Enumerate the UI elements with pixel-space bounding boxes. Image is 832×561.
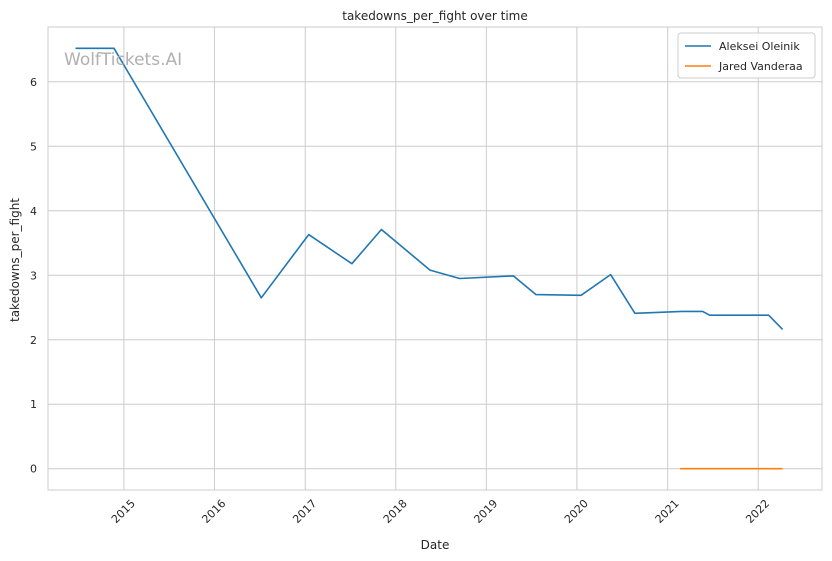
plot-frame xyxy=(47,26,823,491)
data-point xyxy=(351,263,352,264)
data-point xyxy=(261,297,262,298)
legend-label-aleksei-oleinik: Aleksei Oleinik xyxy=(719,40,800,53)
data-point xyxy=(702,311,703,312)
y-tick-label: 2 xyxy=(30,334,37,347)
y-tick-label: 4 xyxy=(30,205,37,218)
y-tick-label: 5 xyxy=(30,140,37,153)
y-tick-label: 0 xyxy=(30,463,37,476)
data-point xyxy=(782,329,783,330)
data-point xyxy=(535,294,536,295)
data-point xyxy=(610,274,611,275)
data-point xyxy=(113,48,114,49)
data-point xyxy=(75,48,76,49)
grid xyxy=(48,27,822,490)
watermark: WolfTickets.AI xyxy=(64,50,182,70)
data-point xyxy=(459,278,460,279)
chart-title: takedowns_per_fight over time xyxy=(342,9,528,23)
y-axis-label: takedowns_per_fight xyxy=(8,198,22,322)
data-point xyxy=(634,313,635,314)
data-point xyxy=(581,295,582,296)
y-tick-label: 6 xyxy=(30,76,37,89)
data-point xyxy=(681,311,682,312)
series-group xyxy=(75,47,784,470)
data-point xyxy=(680,468,681,469)
legend-box xyxy=(677,32,816,79)
series-line-aleksei-oleinik xyxy=(75,47,784,330)
data-point xyxy=(429,270,430,271)
data-point xyxy=(782,468,783,469)
y-tick-label: 3 xyxy=(30,269,37,282)
data-point xyxy=(709,315,710,316)
data-point xyxy=(308,234,309,235)
legend: Aleksei Oleinik Jared Vanderaa xyxy=(677,32,816,79)
x-axis-label: Date xyxy=(421,538,450,552)
legend-label-jared-vanderaa: Jared Vanderaa xyxy=(718,60,803,73)
y-tick-label: 1 xyxy=(30,398,37,411)
data-point xyxy=(381,229,382,230)
data-point xyxy=(513,275,514,276)
data-point xyxy=(768,315,769,316)
